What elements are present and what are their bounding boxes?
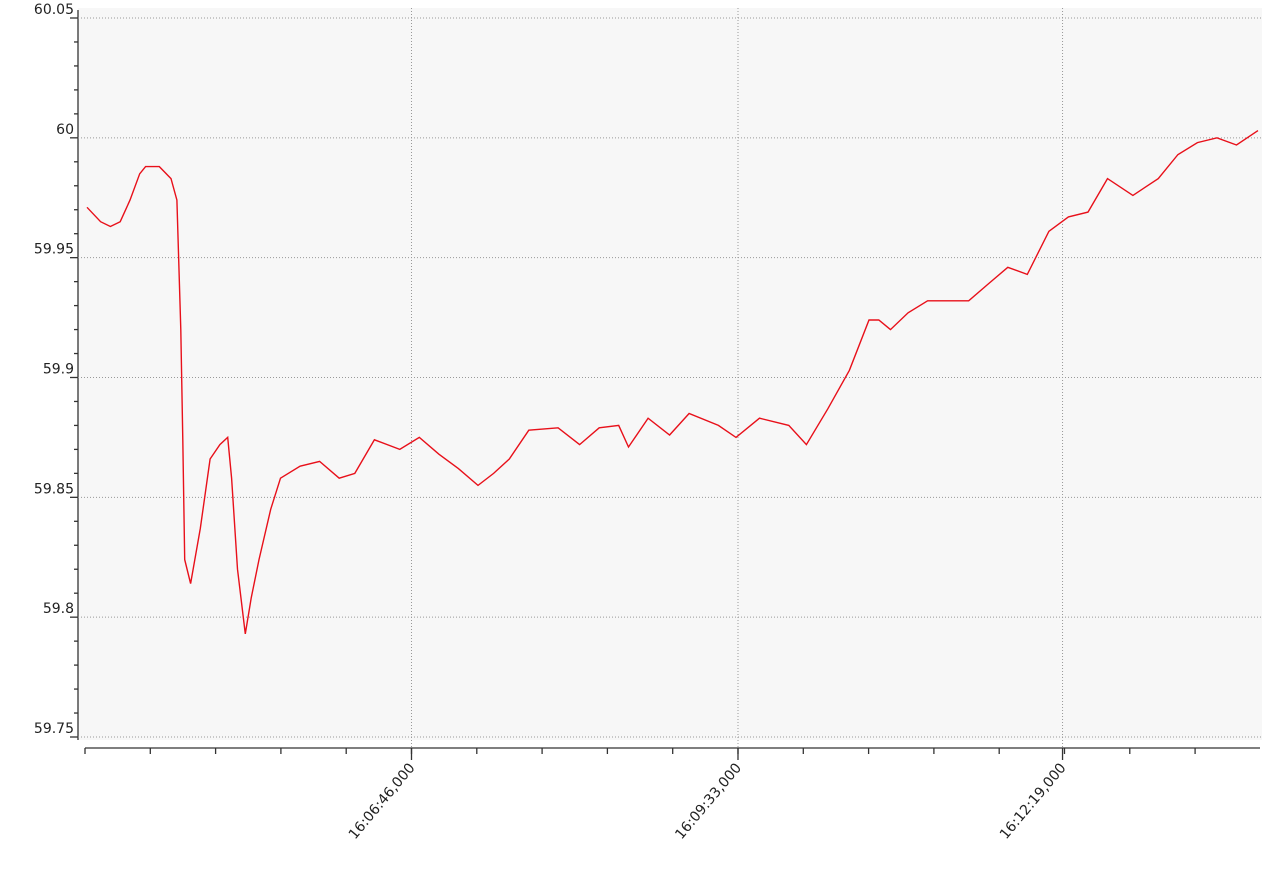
- y-tick-label: 59.95: [34, 242, 74, 258]
- x-tick-label: 16:12:19,000: [997, 760, 1070, 842]
- y-tick-label: 59.85: [34, 481, 74, 497]
- x-tick-label: 16:09:33,000: [672, 760, 745, 842]
- y-tick-label: 60.05: [34, 2, 74, 18]
- y-tick-label: 59.9: [43, 362, 74, 378]
- data-line: [86, 130, 1259, 635]
- plot-area: [78, 8, 1262, 740]
- y-tick-label: 60: [56, 122, 74, 138]
- y-tick-label: 59.75: [34, 721, 74, 737]
- y-tick-label: 59.8: [43, 601, 74, 617]
- x-tick-label: 16:06:46,000: [346, 760, 419, 842]
